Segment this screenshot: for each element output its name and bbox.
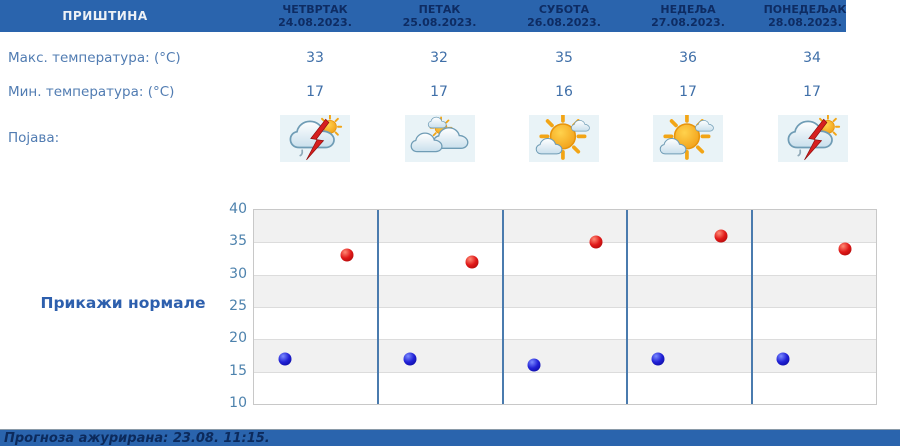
min-temp-point <box>278 352 292 366</box>
forecast-header-bar: ПРИШТИНА ЧЕТВРТАК 24.08.2023. ПЕТАК 25.0… <box>0 0 846 32</box>
chart-day-separator <box>750 210 753 404</box>
show-normals-button[interactable]: Прикажи нормале <box>40 294 206 312</box>
min-temp-value: 17 <box>306 84 324 100</box>
thunder-sun-icon <box>280 115 350 162</box>
y-axis-tick-label: 15 <box>229 362 247 379</box>
chart-band <box>254 371 876 404</box>
thunder-sun-icon <box>778 115 848 162</box>
max-temp-point <box>465 255 479 269</box>
max-temp-point <box>589 235 603 249</box>
chart-gridline <box>254 371 876 373</box>
max-temp-value: 33 <box>306 50 324 66</box>
chart-gridline <box>254 307 876 308</box>
station-name: ПРИШТИНА <box>62 9 148 23</box>
max-temp-value: 34 <box>803 50 821 66</box>
min-temp-value: 17 <box>430 84 448 100</box>
min-temp-value: 17 <box>679 84 697 100</box>
min-temp-point <box>651 352 665 366</box>
y-axis-tick-label: 10 <box>229 395 247 411</box>
chart-day-separator <box>377 210 380 404</box>
chart-gridline <box>254 274 876 276</box>
forecast-updated-bar: Прогноза ажурирана: 23.08. 11:15. <box>0 429 900 446</box>
day-name: НЕДЕЉА <box>660 3 716 16</box>
chart-band <box>254 307 876 340</box>
chart-day-separator <box>501 210 504 404</box>
chart-band <box>254 339 876 372</box>
phenomenon-row-label: Појава: <box>8 130 60 146</box>
day-header-friday: ПЕТАК 25.08.2023. <box>377 3 502 29</box>
chart-band <box>254 274 876 307</box>
day-date: 27.08.2023. <box>651 16 725 29</box>
min-temp-row-label: Мин. температура: (°C) <box>8 84 175 100</box>
min-temp-point <box>776 352 790 366</box>
day-name: ПОНЕДЕЉАК <box>763 3 847 16</box>
forecast-updated-text: Прогноза ажурирана: 23.08. 11:15. <box>4 431 270 446</box>
day-date: 25.08.2023. <box>402 16 477 29</box>
chart-day-separator <box>626 210 629 404</box>
weather-icon-slot <box>778 115 848 162</box>
day-date: 28.08.2023. <box>768 16 842 29</box>
chart-gridline <box>254 242 876 244</box>
cloudy-sun-icon <box>405 115 475 162</box>
max-temp-point <box>714 229 727 243</box>
min-temp-value: 17 <box>803 84 821 100</box>
max-temp-value: 32 <box>430 50 448 66</box>
y-axis-tick-label: 30 <box>229 265 247 282</box>
temperature-chart <box>253 209 877 405</box>
max-temp-row-label: Макс. температура: (°C) <box>8 50 181 66</box>
day-header-saturday: СУБОТА 26.08.2023. <box>502 3 626 29</box>
min-temp-point <box>527 358 541 372</box>
max-temp-point <box>838 242 852 256</box>
day-name: ПЕТАК <box>418 3 461 16</box>
weather-icon-slot <box>405 115 475 162</box>
max-temp-point <box>340 248 354 262</box>
weather-icon-slot <box>653 115 723 162</box>
day-date: 26.08.2023. <box>527 16 601 29</box>
sunny-clouds-icon <box>653 115 723 162</box>
y-axis-tick-label: 40 <box>229 201 247 217</box>
chart-gridline <box>254 339 876 341</box>
y-axis-tick-label: 25 <box>229 298 247 314</box>
min-temp-value: 16 <box>555 84 573 100</box>
max-temp-value: 36 <box>679 50 697 66</box>
day-date: 24.08.2023. <box>278 16 352 29</box>
weather-icon-slot <box>529 115 599 162</box>
day-header-thursday: ЧЕТВРТАК 24.08.2023. <box>253 3 377 29</box>
sunny-clouds-icon <box>529 115 599 162</box>
weather-icon-slot <box>280 115 350 162</box>
day-header-monday: ПОНЕДЕЉАК 28.08.2023. <box>750 3 860 29</box>
min-temp-point <box>403 352 416 366</box>
chart-band <box>254 210 876 243</box>
day-name: ЧЕТВРТАК <box>282 3 348 16</box>
y-axis-tick-label: 35 <box>229 233 247 250</box>
chart-band <box>254 242 876 275</box>
max-temp-value: 35 <box>555 50 573 66</box>
day-header-sunday: НЕДЕЉА 27.08.2023. <box>626 3 750 29</box>
day-name: СУБОТА <box>538 3 590 16</box>
y-axis-tick-label: 20 <box>229 330 247 347</box>
